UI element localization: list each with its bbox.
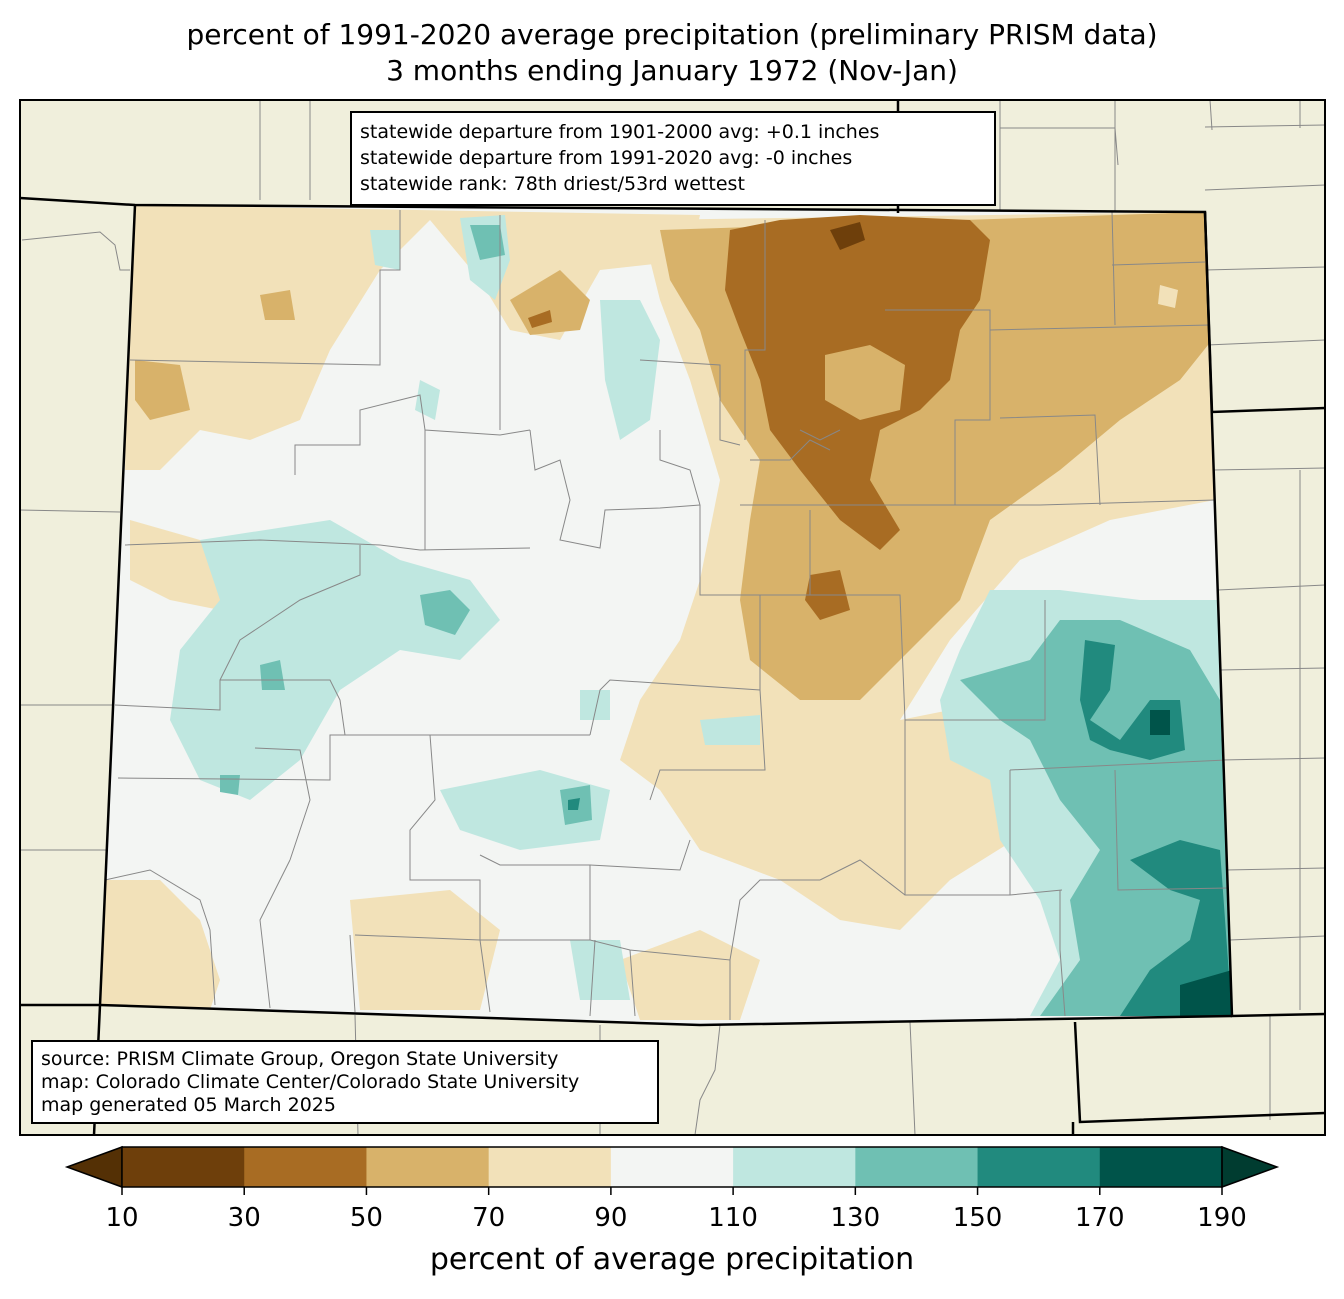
- colorbar-segment: [855, 1147, 979, 1187]
- map-title-line2: 3 months ending January 1972 (Nov-Jan): [386, 54, 958, 87]
- colorado-precip-field: [100, 205, 1232, 1025]
- stat-departure-1991-2020: statewide departure from 1991-2020 avg: …: [360, 147, 853, 169]
- colorbar-tick-label: 50: [349, 1203, 383, 1233]
- colorbar-tick-label: 110: [708, 1203, 758, 1233]
- colorbar: [64, 1145, 1280, 1195]
- map-frame: [19, 99, 1326, 1136]
- colorbar-segment: [610, 1147, 734, 1187]
- state-borders: [20, 100, 1325, 1135]
- source-line: source: PRISM Climate Group, Oregon Stat…: [41, 1048, 559, 1070]
- colorbar-arrow-high: [1221, 1145, 1280, 1189]
- colorbar-tick-label: 170: [1074, 1203, 1125, 1233]
- colorbar-tick-label: 130: [830, 1203, 881, 1233]
- statewide-stats-box: statewide departure from 1901-2000 avg: …: [350, 111, 996, 206]
- source-box: source: PRISM Climate Group, Oregon Stat…: [31, 1040, 659, 1124]
- stat-rank: statewide rank: 78th driest/53rd wettest: [360, 173, 745, 195]
- colorado-county-lines: [104, 210, 1229, 1020]
- colorbar-segment: [122, 1147, 245, 1187]
- colorbar-label: percent of average precipitation: [429, 1242, 915, 1277]
- colorbar-tick-label: 70: [472, 1203, 506, 1233]
- colorbar-tick-label: 90: [594, 1203, 628, 1233]
- colorbar-outline: [121, 1146, 1223, 1188]
- colorbar-segment: [488, 1147, 612, 1187]
- colorbar-segment: [244, 1147, 367, 1187]
- colorbar-tick-label: 190: [1197, 1203, 1247, 1233]
- generated-date-line: map generated 05 March 2025: [41, 1094, 336, 1116]
- colorbar-segment: [977, 1147, 1101, 1187]
- map-credit-line: map: Colorado Climate Center/Colorado St…: [41, 1071, 580, 1093]
- colorbar-segment: [366, 1147, 490, 1187]
- colorbar-segment: [1099, 1147, 1223, 1187]
- colorbar-tick-label: 150: [952, 1203, 1003, 1233]
- map-title-line1: percent of 1991-2020 average precipitati…: [186, 18, 1158, 51]
- colorbar-segment: [733, 1147, 856, 1187]
- neighbor-county-lines: [20, 100, 1325, 1135]
- colorbar-tick-label: 30: [227, 1203, 261, 1233]
- colorbar-tick-label: 10: [105, 1203, 139, 1233]
- colorbar-arrow-low: [64, 1145, 123, 1189]
- stat-departure-1901-2000: statewide departure from 1901-2000 avg: …: [360, 121, 880, 143]
